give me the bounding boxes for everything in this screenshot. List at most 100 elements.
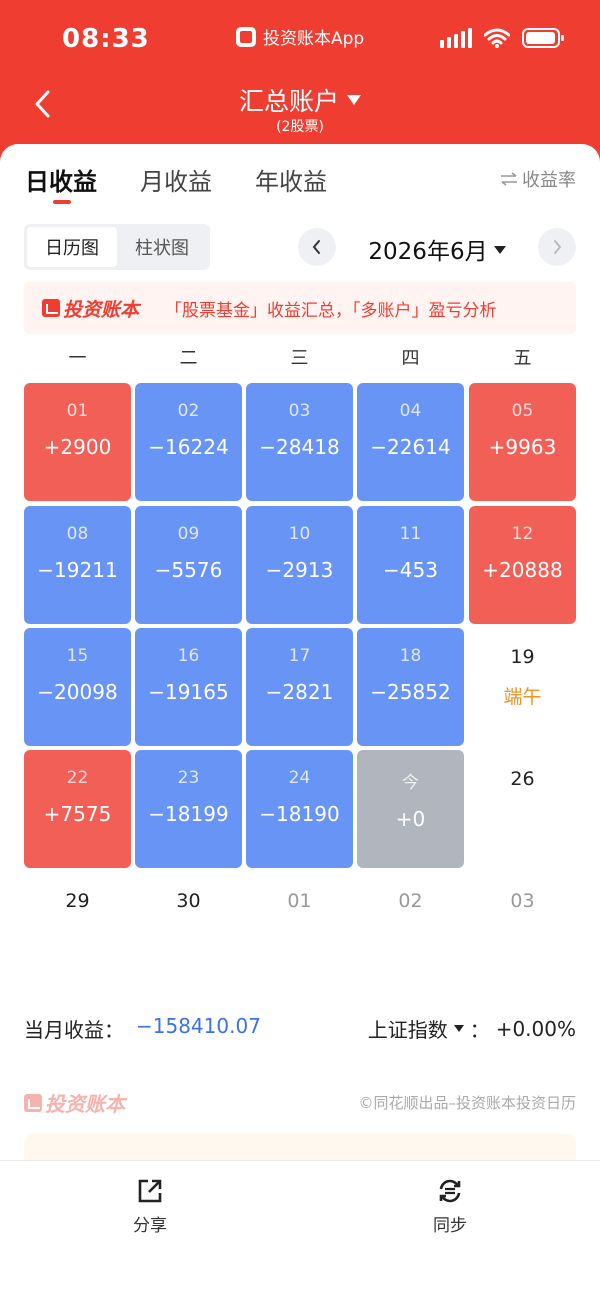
- calendar-day[interactable]: 03: [469, 872, 576, 912]
- month-label: 2026年6月: [368, 239, 488, 265]
- calendar-day[interactable]: 12 +20888: [469, 506, 576, 624]
- promo-banner[interactable]: 投资账本 「股票基金」收益汇总，「多账户」盈亏分析: [24, 282, 576, 334]
- tab-bar: 日收益 月收益 年收益 收益率: [0, 144, 600, 214]
- battery-icon: [522, 28, 564, 48]
- calendar-day[interactable]: 23 −18199: [135, 750, 242, 868]
- day-profit: +2900: [43, 435, 112, 459]
- calendar-day-today[interactable]: 今 +0: [357, 750, 464, 868]
- view-calendar[interactable]: 日历图: [27, 227, 117, 267]
- weekday-label: 一: [68, 348, 87, 369]
- footer-logo: 投资账本: [24, 1088, 576, 1117]
- calendar-day[interactable]: 10 −2913: [246, 506, 353, 624]
- index-compare[interactable]: 上证指数 ： +0.00%: [368, 1014, 576, 1043]
- rate-toggle-label: 收益率: [522, 170, 576, 191]
- status-time: 08:33: [62, 24, 150, 54]
- day-number: 23: [177, 768, 200, 788]
- month-selector[interactable]: 2026年6月: [348, 232, 526, 266]
- signal-icon: [440, 28, 472, 48]
- app-name: 投资账本App: [263, 29, 365, 49]
- calendar-day[interactable]: 26: [469, 750, 576, 868]
- calendar-day[interactable]: 24 −18190: [246, 750, 353, 868]
- rate-toggle[interactable]: 收益率: [500, 166, 576, 192]
- calendar-day[interactable]: 15 −20098: [24, 628, 131, 746]
- index-label: 上证指数: [367, 1018, 448, 1042]
- calendar-day[interactable]: 29: [24, 872, 131, 912]
- day-number: 12: [511, 524, 534, 544]
- day-profit: −5576: [154, 558, 223, 582]
- tab-daily[interactable]: 日收益: [25, 168, 97, 196]
- day-number: 04: [399, 401, 422, 421]
- calendar-day[interactable]: 08 −19211: [24, 506, 131, 624]
- day-profit: −453: [383, 558, 438, 582]
- calendar-day[interactable]: 18 −25852: [357, 628, 464, 746]
- day-number: 24: [288, 768, 311, 788]
- brand-logo-icon: [42, 299, 60, 317]
- calendar-day[interactable]: 11 −453: [357, 506, 464, 624]
- brand-name: 投资账本: [63, 298, 140, 321]
- day-profit: −19211: [37, 558, 118, 582]
- swap-icon: [501, 172, 517, 186]
- prev-month-button[interactable]: [298, 228, 336, 266]
- calendar-day[interactable]: 01 +2900: [24, 383, 131, 501]
- tab-indicator: [53, 200, 71, 204]
- sync-icon: [439, 1179, 461, 1203]
- day-number: 今: [402, 773, 419, 793]
- calendar-day[interactable]: 02 −16224: [135, 383, 242, 501]
- page-subtitle: (2股票): [276, 119, 324, 135]
- day-number: 01: [66, 401, 89, 421]
- calendar-day[interactable]: 03 −28418: [246, 383, 353, 501]
- day-number: 17: [288, 646, 311, 666]
- day-number: 11: [399, 524, 422, 544]
- day-profit: −25852: [370, 680, 451, 704]
- day-number: 02: [398, 890, 423, 912]
- account-selector[interactable]: 汇总账户: [0, 82, 600, 118]
- calendar-day[interactable]: 16 −19165: [135, 628, 242, 746]
- day-profit: +7575: [43, 802, 112, 826]
- day-profit: −19165: [148, 680, 229, 704]
- system-icons: [440, 28, 564, 48]
- day-number: 03: [510, 890, 535, 912]
- share-button[interactable]: 分享: [90, 1177, 210, 1236]
- day-number: 30: [176, 890, 201, 912]
- footer-brand: 投资账本 ©同花顺出品–投资账本投资日历: [24, 1088, 576, 1118]
- day-profit: −2913: [265, 558, 334, 582]
- calendar-day[interactable]: 05 +9963: [469, 383, 576, 501]
- app-logo-icon: [236, 26, 256, 47]
- status-bar: 08:33 投资账本App: [0, 0, 600, 76]
- footer-credit: ©同花顺出品–投资账本投资日历: [358, 1094, 576, 1112]
- tab-yearly[interactable]: 年收益: [255, 168, 327, 196]
- caret-down-icon: [453, 1025, 464, 1032]
- calendar-day[interactable]: 30: [135, 872, 242, 912]
- weekday-header: 一 二 三 四 五: [24, 344, 576, 374]
- day-number: 18: [399, 646, 422, 666]
- day-number: 10: [288, 524, 311, 544]
- brand-logo: 投资账本: [42, 295, 139, 322]
- day-profit: −20098: [37, 680, 118, 704]
- day-number: 22: [66, 768, 89, 788]
- day-number: 08: [66, 524, 89, 544]
- page-title: 汇总账户: [238, 87, 339, 116]
- caret-down-icon: [347, 95, 361, 105]
- share-icon: [138, 1179, 162, 1203]
- day-number: 19: [510, 646, 535, 668]
- back-arrow-icon[interactable]: [28, 88, 60, 120]
- view-bar-chart[interactable]: 柱状图: [135, 238, 189, 259]
- calendar-day[interactable]: 04 −22614: [357, 383, 464, 501]
- view-toggle: 日历图 柱状图: [24, 224, 210, 270]
- day-number: 01: [287, 890, 312, 912]
- calendar-day[interactable]: 09 −5576: [135, 506, 242, 624]
- calendar-day[interactable]: 22 +7575: [24, 750, 131, 868]
- calendar-day[interactable]: 17 −2821: [246, 628, 353, 746]
- weekday-label: 五: [513, 348, 532, 369]
- weekday-label: 二: [179, 348, 198, 369]
- sync-button[interactable]: 同步: [390, 1177, 510, 1236]
- calendar-day[interactable]: 19 端午: [469, 628, 576, 746]
- tab-monthly[interactable]: 月收益: [140, 168, 212, 196]
- day-number: 09: [177, 524, 200, 544]
- next-month-button[interactable]: [538, 228, 576, 266]
- wifi-icon: [484, 28, 510, 48]
- calendar-day[interactable]: 01: [246, 872, 353, 912]
- calendar-day[interactable]: 02: [357, 872, 464, 912]
- caret-down-icon: [493, 245, 506, 254]
- day-profit: +9963: [488, 435, 557, 459]
